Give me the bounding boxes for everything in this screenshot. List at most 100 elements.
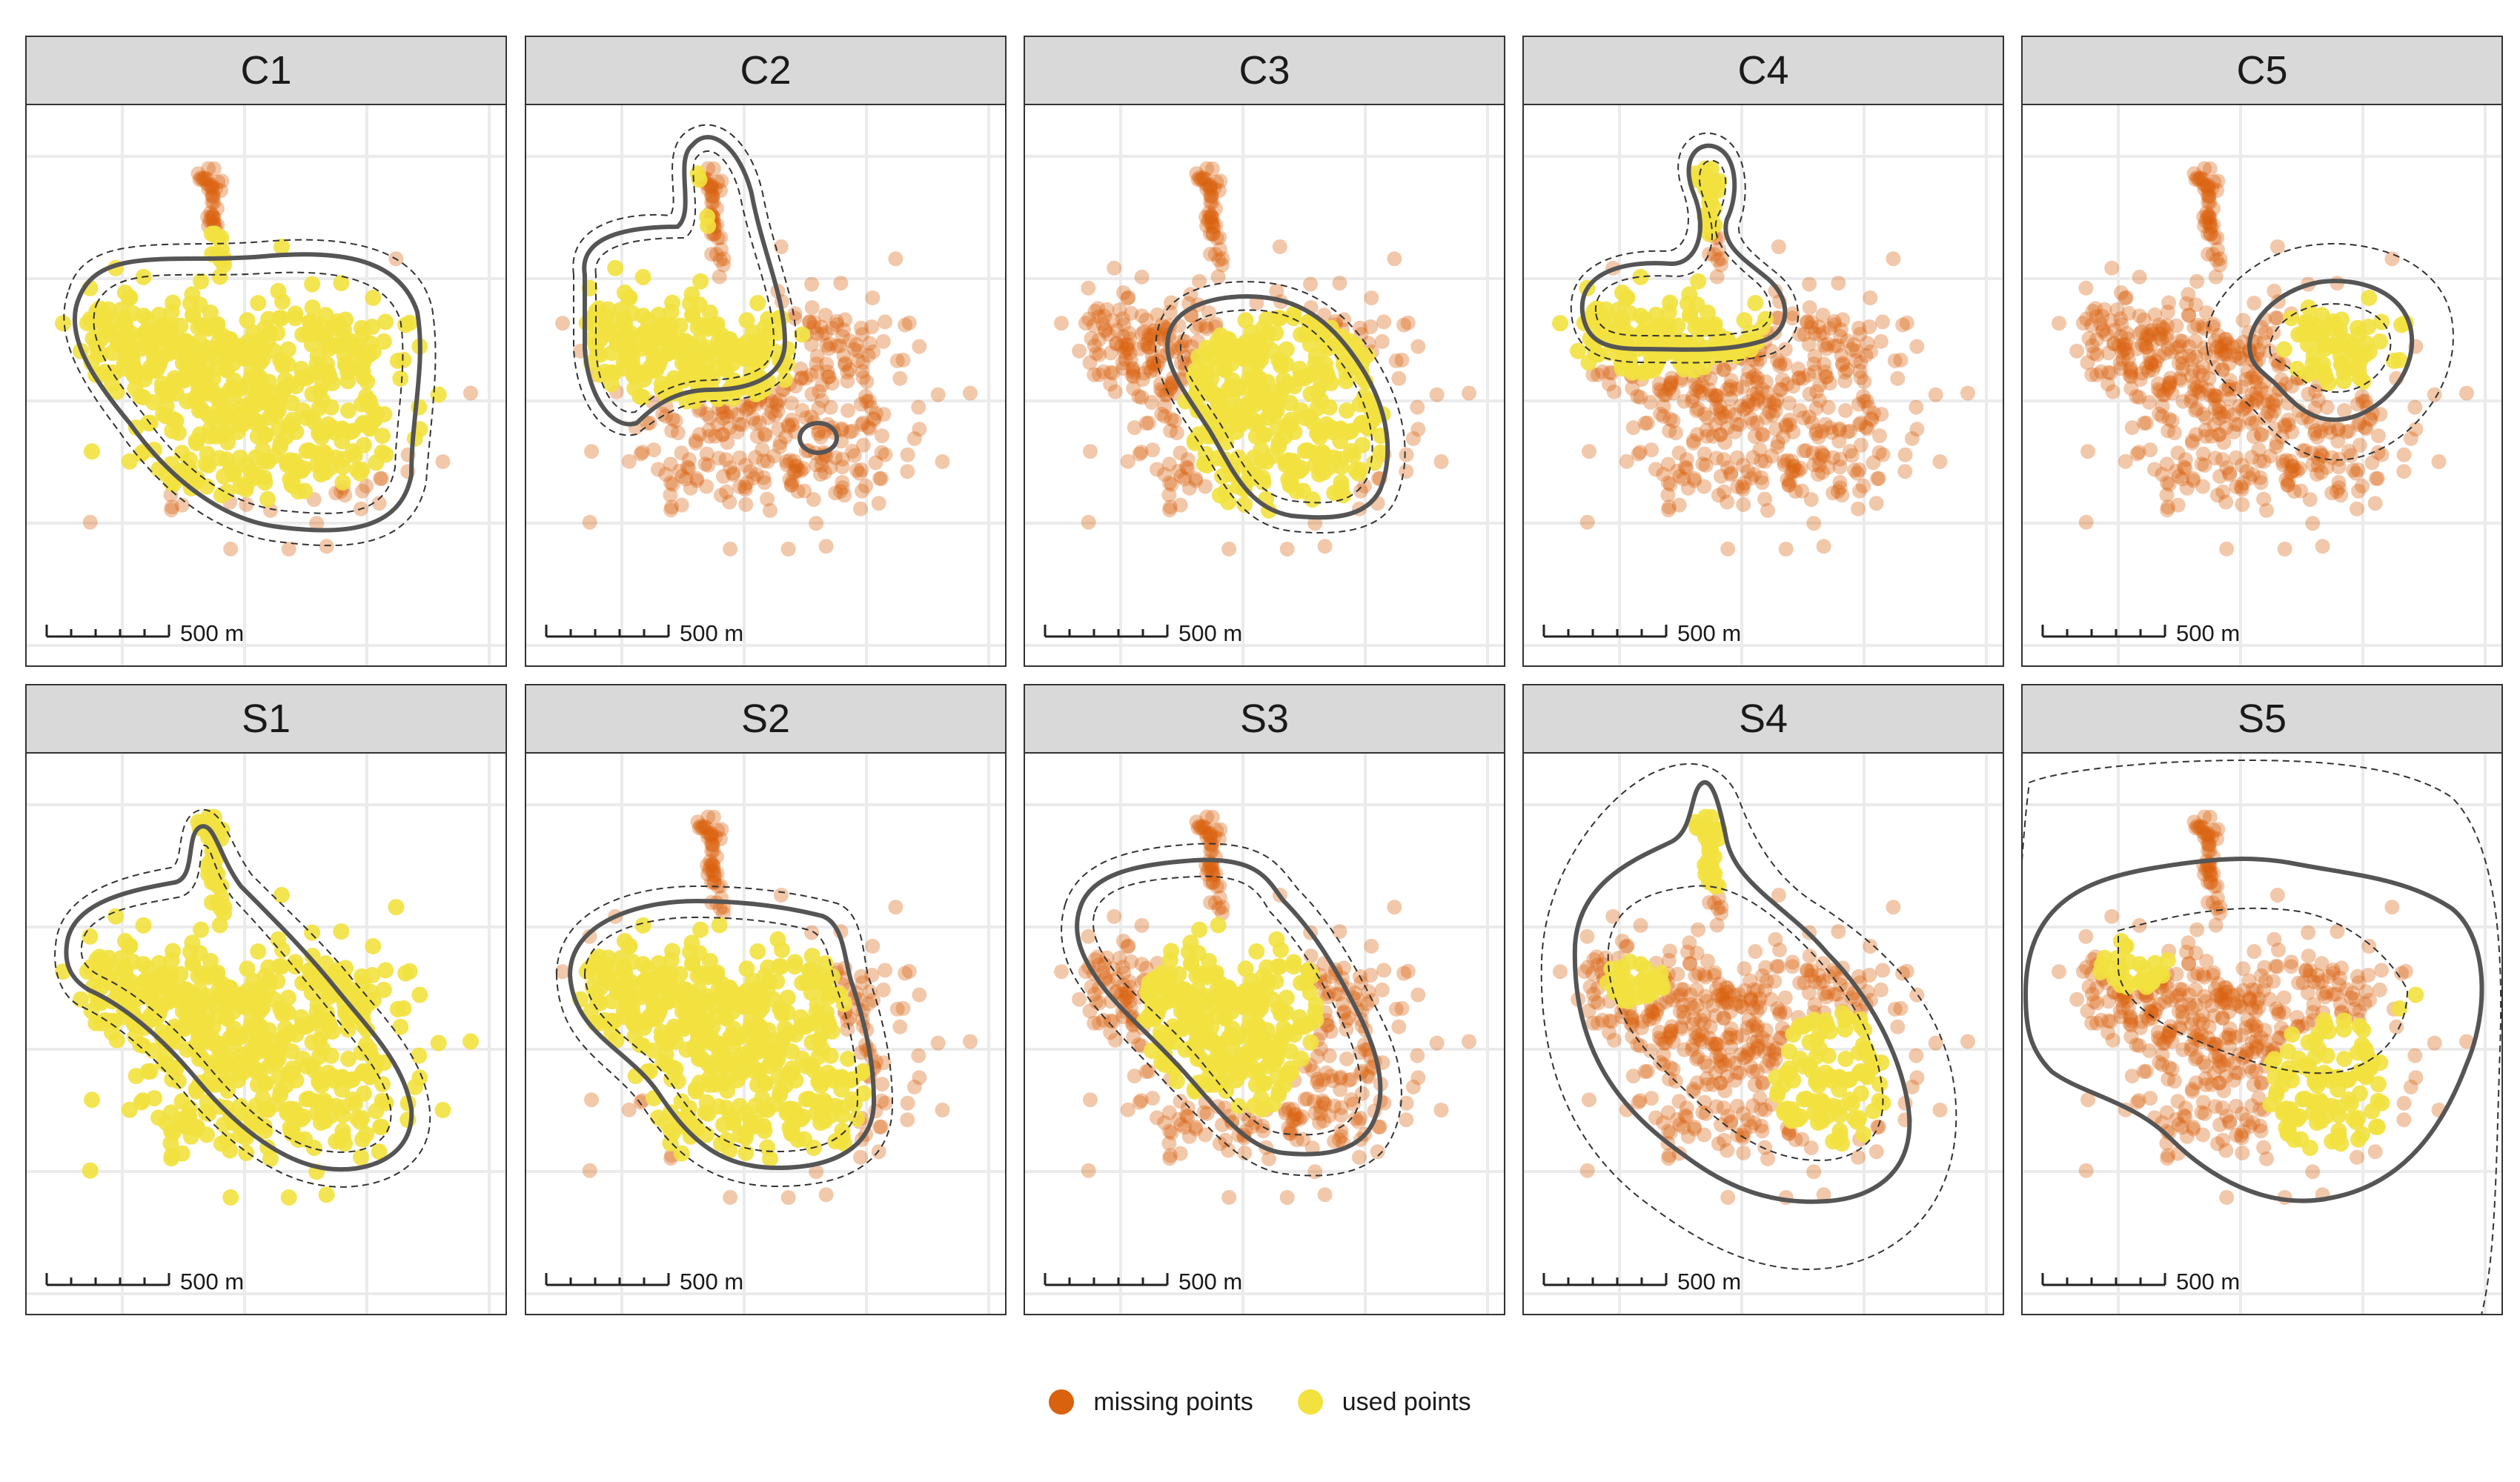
missing-point <box>1606 384 1622 399</box>
used-point <box>375 333 392 350</box>
missing-point <box>1780 471 1795 487</box>
missing-point <box>863 399 878 415</box>
missing-point <box>1164 1125 1179 1140</box>
missing-point <box>1843 444 1857 459</box>
missing-point <box>672 463 688 479</box>
missing-point <box>2371 428 2386 444</box>
missing-point <box>1814 447 1830 462</box>
missing-point <box>1120 1102 1135 1117</box>
missing-point <box>1204 209 1219 225</box>
used-point <box>290 1132 307 1149</box>
used-point <box>239 312 256 329</box>
missing-point <box>2100 376 2116 392</box>
missing-point <box>2172 370 2187 386</box>
missing-point <box>210 174 226 190</box>
missing-point <box>1134 917 1150 933</box>
missing-point <box>2203 388 2218 403</box>
missing-point <box>787 306 803 322</box>
used-point <box>193 921 210 938</box>
used-point <box>653 381 670 398</box>
missing-point <box>853 501 868 516</box>
missing-point <box>1633 390 1648 405</box>
missing-point <box>2305 516 2321 531</box>
used-point <box>1621 351 1638 368</box>
missing-point <box>1190 820 1206 836</box>
missing-point <box>1131 1037 1147 1052</box>
missing-point <box>2269 239 2285 254</box>
missing-point <box>1740 371 1755 387</box>
missing-point <box>2253 382 2269 397</box>
missing-point <box>814 458 829 473</box>
missing-point <box>1097 323 1113 339</box>
missing-point <box>1853 415 1869 431</box>
missing-point <box>688 433 703 448</box>
contours <box>1155 281 1406 534</box>
missing-point <box>1834 348 1849 363</box>
used-point <box>237 350 254 368</box>
missing-point <box>935 454 950 469</box>
missing-point <box>2276 356 2292 372</box>
missing-point <box>1671 445 1687 461</box>
missing-point <box>2178 461 2193 476</box>
used-point <box>1276 1077 1293 1094</box>
panel-plot-area <box>26 753 506 1315</box>
missing-point <box>1091 367 1107 382</box>
missing-point <box>2198 345 2213 361</box>
missing-point <box>1776 429 1791 445</box>
missing-point <box>1196 170 1211 186</box>
missing-point <box>2384 251 2400 267</box>
missing-point <box>1118 986 1134 1001</box>
missing-point <box>1299 1091 1315 1106</box>
missing-point <box>930 1035 946 1051</box>
missing-point <box>2204 181 2220 196</box>
missing-point <box>708 829 723 845</box>
missing-point <box>809 348 825 364</box>
contour-dashed <box>93 271 404 514</box>
missing-point <box>2321 420 2337 436</box>
missing-point <box>2307 423 2323 439</box>
missing-point <box>2234 482 2249 497</box>
missing-point <box>746 471 761 486</box>
missing-point <box>866 344 881 359</box>
missing-point <box>1685 393 1700 409</box>
missing-point <box>704 195 720 210</box>
missing-point <box>866 411 881 426</box>
missing-point <box>1333 1123 1349 1138</box>
missing-point <box>726 465 741 481</box>
missing-point <box>2252 453 2268 468</box>
used-point <box>2283 310 2300 327</box>
missing-point <box>1387 251 1402 267</box>
missing-point <box>862 336 878 351</box>
used-point <box>102 974 119 991</box>
missing-point <box>1838 403 1853 418</box>
missing-point <box>1141 330 1157 346</box>
missing-point <box>2254 428 2269 443</box>
missing-point <box>1702 247 1717 262</box>
missing-point <box>1281 1101 1296 1117</box>
missing-point <box>2161 295 2177 310</box>
used-point <box>808 1004 825 1021</box>
used-point <box>121 1101 138 1118</box>
missing-point <box>2115 351 2131 367</box>
missing-point <box>2147 462 2162 477</box>
missing-point <box>2202 195 2218 210</box>
missing-point <box>2363 412 2378 428</box>
used-point <box>634 1037 651 1054</box>
missing-point <box>852 465 867 481</box>
missing-point <box>1164 411 1179 427</box>
contour-dashed <box>1594 159 1771 337</box>
missing-point <box>2307 400 2323 416</box>
missing-point <box>2160 502 2175 518</box>
missing-point <box>1722 379 1738 394</box>
used-point <box>1237 312 1254 329</box>
used-point <box>462 1033 479 1050</box>
missing-point <box>1858 419 1874 435</box>
missing-point <box>1804 314 1820 330</box>
used-point <box>1280 471 1297 488</box>
missing-point <box>2220 404 2235 419</box>
missing-point <box>1716 452 1731 468</box>
missing-point <box>1116 317 1132 332</box>
